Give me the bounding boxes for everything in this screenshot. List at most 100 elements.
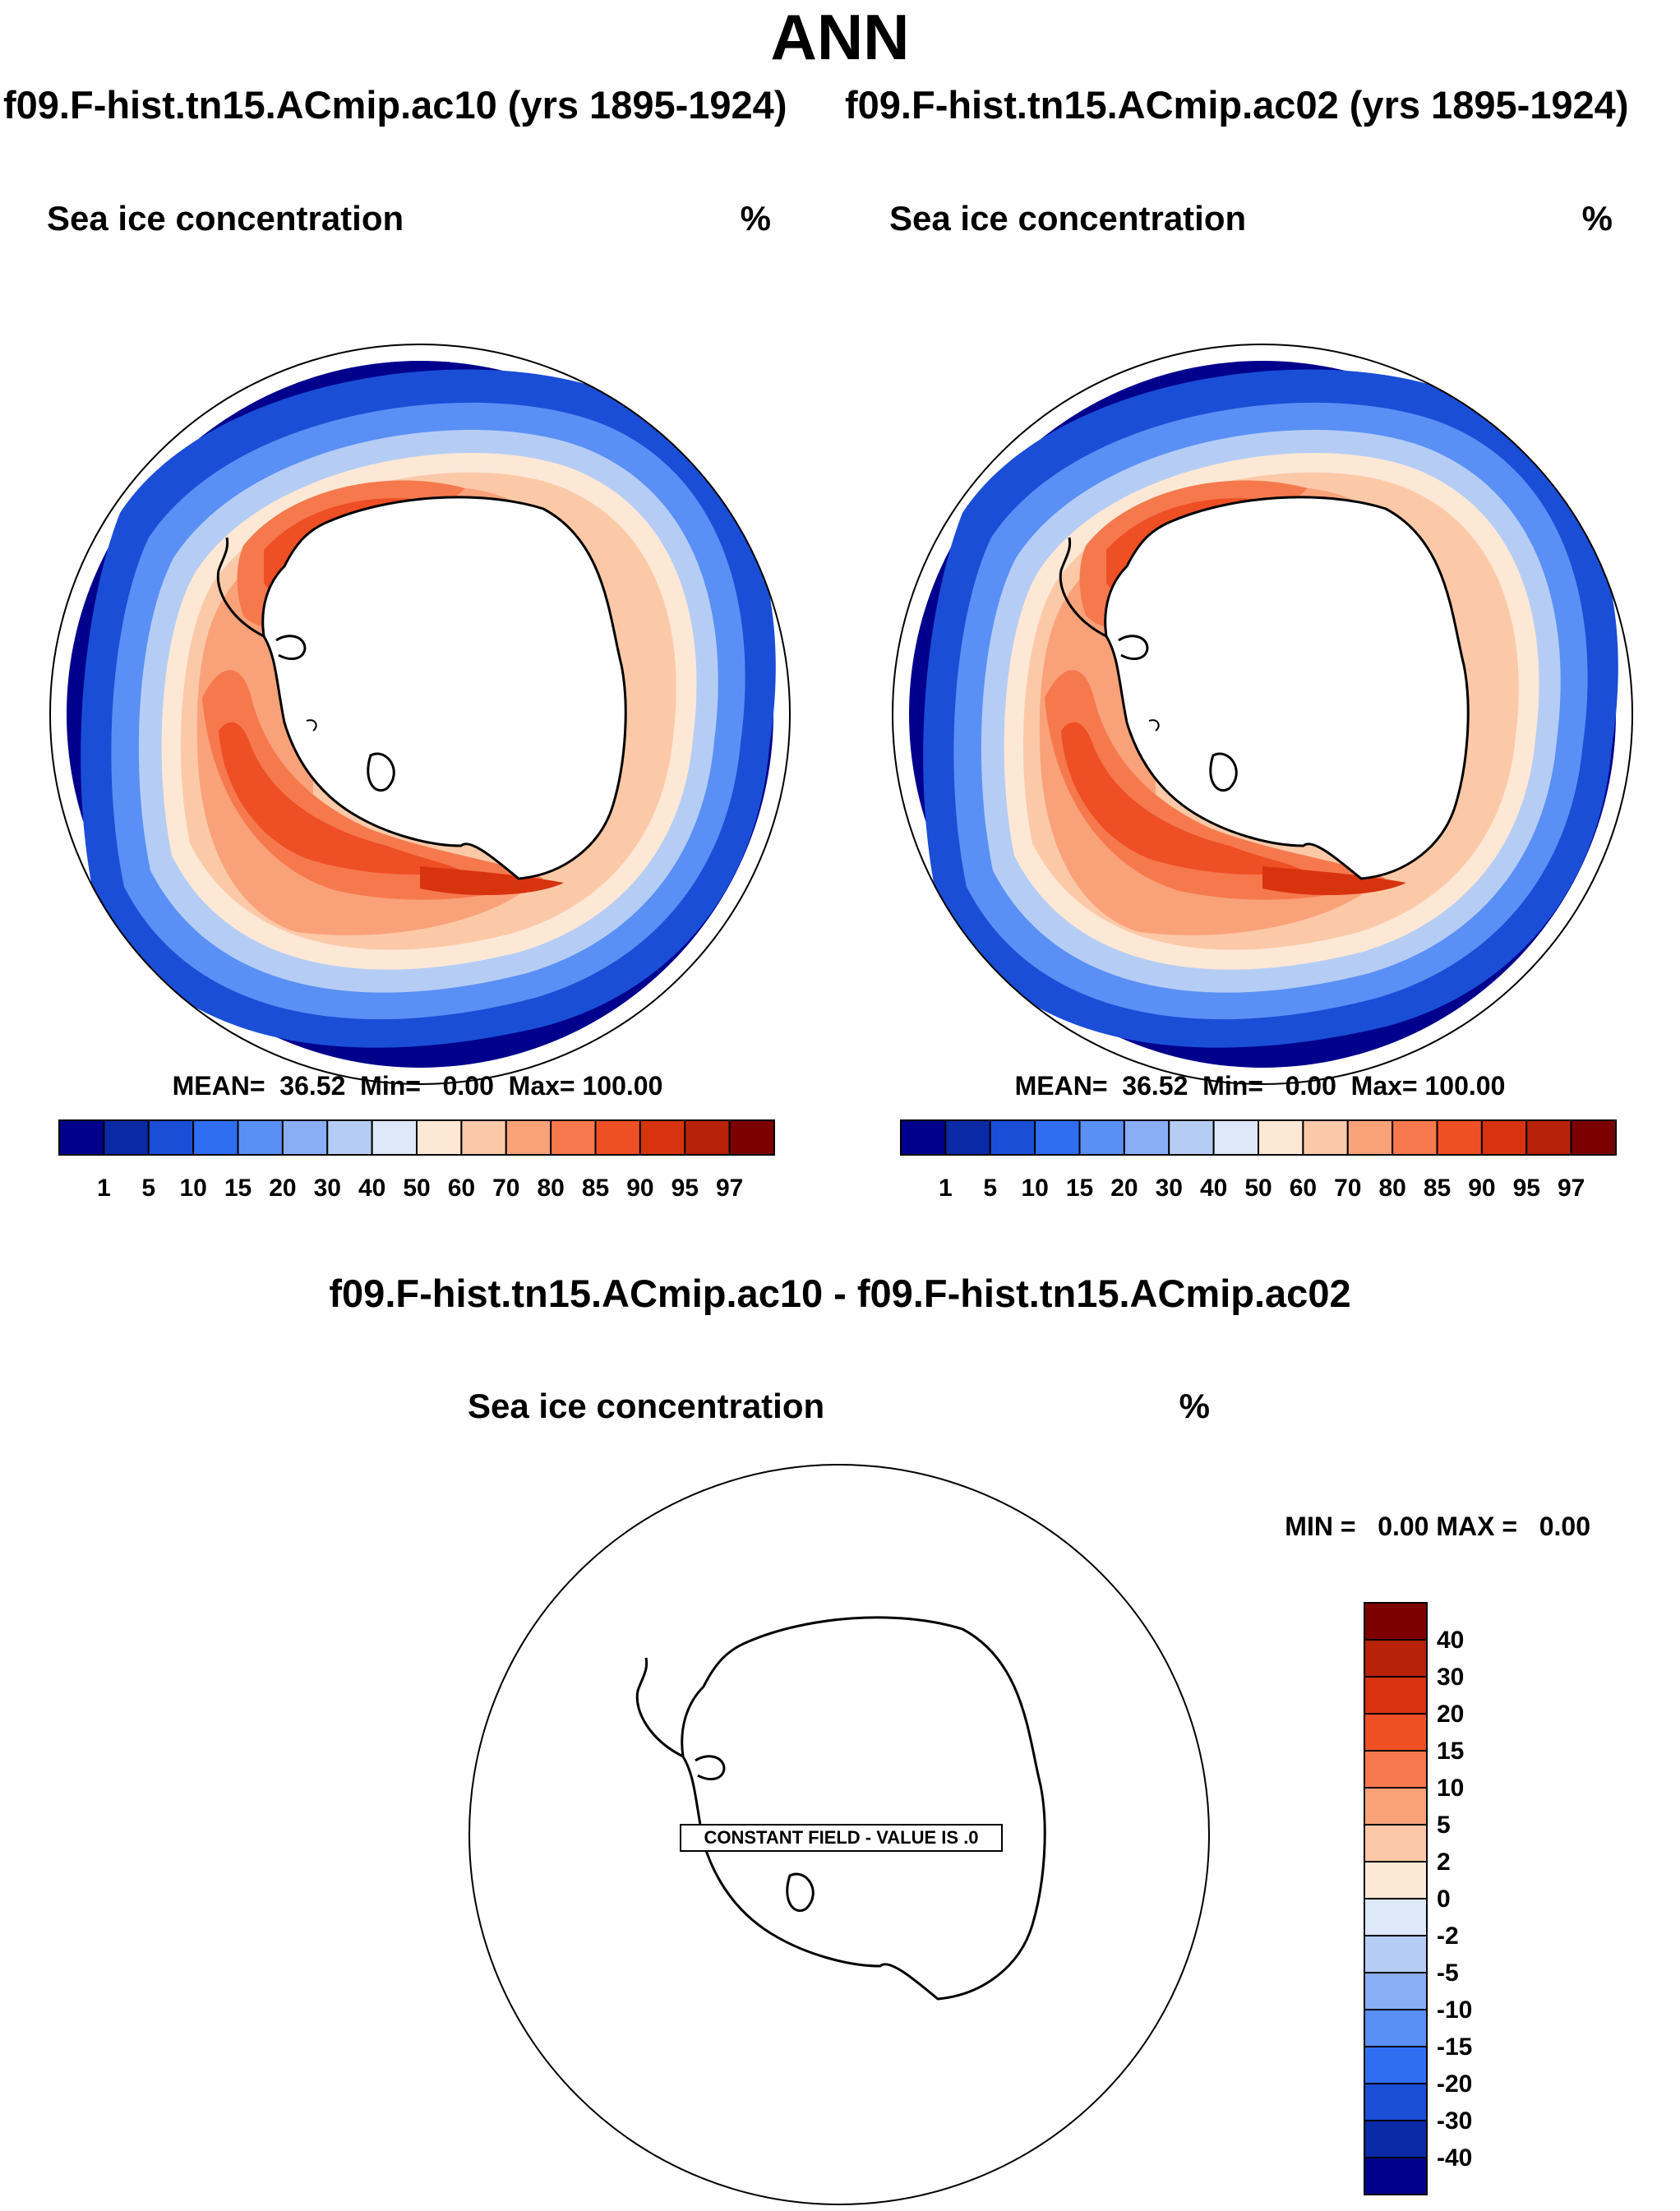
colorbar-3-tick-label: -30: [1437, 2107, 1472, 2135]
colorbar-2-tick-label: 50: [1244, 1175, 1272, 1202]
colorbar-1-tick-label: 50: [403, 1175, 430, 1202]
colorbar-2-swatch-3: [1034, 1119, 1081, 1156]
colorbar-1-tick-label: 30: [314, 1175, 341, 1202]
panel-3-variable-title: Sea ice concentration: [468, 1387, 824, 1425]
colorbar-3-swatch-1: [1364, 1639, 1428, 1678]
colorbar-2-tick-label: 60: [1290, 1175, 1317, 1202]
colorbar-1-swatch-2: [147, 1119, 195, 1156]
case-title-right: f09.F-hist.tn15.ACmip.ac02 (yrs 1895-192…: [845, 83, 1629, 127]
colorbar-2-swatch-11: [1392, 1119, 1438, 1156]
sea-ice-map-case-1: [49, 344, 791, 1085]
colorbar-1-swatch-0: [58, 1119, 105, 1156]
colorbar-3-tick-label: -40: [1437, 2144, 1472, 2172]
main-title: ANN: [770, 1, 910, 73]
colorbar-3-swatch-9: [1364, 1935, 1428, 1973]
colorbar-1-tick-label: 1: [97, 1175, 111, 1202]
colorbar-2-swatch-1: [944, 1119, 991, 1156]
difference-title: f09.F-hist.tn15.ACmip.ac10 - f09.F-hist.…: [329, 1272, 1350, 1315]
map-boundary: [49, 344, 791, 1085]
colorbar-2-tick-label: 97: [1558, 1175, 1585, 1202]
colorbar-3-tick-label: 10: [1437, 1775, 1464, 1802]
colorbar-1-tick-label: 10: [179, 1175, 206, 1202]
colorbar-3-tick-label: 0: [1437, 1886, 1451, 1913]
colorbar-2-swatch-5: [1123, 1119, 1170, 1156]
colorbar-3-tick-label: -2: [1437, 1923, 1459, 1950]
colorbar-2-tick-label: 40: [1200, 1175, 1227, 1202]
colorbar-3-swatch-5: [1364, 1787, 1428, 1826]
colorbar-3-swatch-13: [1364, 2083, 1428, 2121]
colorbar-1-swatch-3: [192, 1119, 239, 1156]
sea-ice-concentration-field: [67, 361, 776, 1068]
colorbar-3-tick-label: 5: [1437, 1812, 1451, 1839]
colorbar-2-tick-label: 80: [1378, 1175, 1405, 1202]
colorbar-3-tick-label: 20: [1437, 1701, 1464, 1728]
colorbar-1-swatch-14: [684, 1119, 731, 1156]
colorbar-3-swatch-10: [1364, 1972, 1428, 2010]
colorbar-1-tick-label: 5: [141, 1175, 155, 1202]
colorbar-1-swatch-5: [281, 1119, 329, 1156]
colorbar-2-swatch-10: [1346, 1119, 1394, 1156]
colorbar-2-tick-label: 70: [1334, 1175, 1361, 1202]
colorbar-3-swatch-3: [1364, 1713, 1428, 1752]
colorbar-2-tick-label: 15: [1066, 1175, 1093, 1202]
colorbar-3-tick-label: -20: [1437, 2070, 1472, 2098]
colorbar-1-tick-label: 40: [358, 1175, 385, 1202]
colorbar-3-tick-label: 2: [1437, 1849, 1451, 1876]
panel-1-variable-title: Sea ice concentration: [47, 199, 404, 238]
colorbar-3-swatch-6: [1364, 1824, 1428, 1863]
colorbar-1-swatch-15: [728, 1119, 775, 1156]
colorbar-1-tick-label: 85: [582, 1175, 609, 1202]
colorbar-1-tick-label: 70: [492, 1175, 519, 1202]
colorbar-1-tick-label: 20: [269, 1175, 296, 1202]
colorbar-case-2: 1 5 10 15 20 30 40 50 60 70 80 85 90 95 97: [900, 1119, 1617, 1202]
panel-2-stats: MEAN= 36.52 Min= 0.00 Max= 100.00: [1015, 1071, 1506, 1101]
colorbar-2-tick-label: 30: [1156, 1175, 1183, 1202]
colorbar-3-swatch-15: [1364, 2157, 1428, 2195]
colorbar-3-tick-label: 40: [1437, 1627, 1464, 1654]
colorbar-2-tick-label: 1: [939, 1175, 953, 1202]
colorbar-1-swatch-13: [639, 1119, 686, 1156]
constant-field-label: CONSTANT FIELD - VALUE IS .0: [680, 1824, 1003, 1852]
colorbar-2-tick-label: 10: [1021, 1175, 1048, 1202]
colorbar-3-tick-label: 15: [1437, 1738, 1464, 1765]
panel-1-units: %: [741, 199, 771, 238]
colorbar-1-tick-label: 80: [537, 1175, 564, 1202]
colorbar-2-tick-label: 90: [1468, 1175, 1495, 1202]
colorbar-2-swatch-14: [1525, 1119, 1572, 1156]
colorbar-1-tick-label: 60: [448, 1175, 475, 1202]
case-title-left: f09.F-hist.tn15.ACmip.ac10 (yrs 1895-192…: [3, 83, 787, 127]
colorbar-3-tick-label: -10: [1437, 1996, 1472, 2024]
panel-3-stats: MIN = 0.00 MAX = 0.00: [1285, 1512, 1590, 1541]
colorbar-1-tick-label: 97: [716, 1175, 743, 1202]
map-boundary: [892, 344, 1633, 1085]
colorbar-2-tick-label: 95: [1513, 1175, 1540, 1202]
colorbar-2-swatch-9: [1302, 1119, 1349, 1156]
colorbar-2-swatch-4: [1078, 1119, 1125, 1156]
colorbar-2-swatch-7: [1212, 1119, 1259, 1156]
colorbar-3-tick-label: -15: [1437, 2033, 1472, 2061]
colorbar-1-swatch-10: [505, 1119, 552, 1156]
colorbar-3-tick-label: -5: [1437, 1959, 1459, 1987]
colorbar-1-tick-label: 90: [626, 1175, 653, 1202]
colorbar-1-swatch-9: [460, 1119, 507, 1156]
colorbar-1-swatch-4: [237, 1119, 284, 1156]
colorbar-2-tick-label: 5: [983, 1175, 997, 1202]
sea-ice-concentration-field: [909, 361, 1618, 1068]
colorbar-2-swatch-0: [900, 1119, 947, 1156]
panel-3-units: %: [1179, 1387, 1210, 1425]
colorbar-2-swatch-8: [1258, 1119, 1304, 1156]
colorbar-3-swatch-2: [1364, 1676, 1428, 1715]
colorbar-3-swatch-4: [1364, 1750, 1428, 1789]
colorbar-2-swatch-13: [1480, 1119, 1528, 1156]
sea-ice-map-case-2: [892, 344, 1633, 1085]
colorbar-3-swatch-14: [1364, 2120, 1428, 2158]
colorbar-1-swatch-8: [416, 1119, 463, 1156]
panel-2-variable-title: Sea ice concentration: [889, 199, 1246, 238]
colorbar-2-tick-label: 20: [1110, 1175, 1138, 1202]
colorbar-3-swatch-8: [1364, 1898, 1428, 1936]
colorbar-2-swatch-12: [1436, 1119, 1483, 1156]
colorbar-2-swatch-6: [1168, 1119, 1215, 1156]
colorbar-1-tick-label: 95: [672, 1175, 699, 1202]
